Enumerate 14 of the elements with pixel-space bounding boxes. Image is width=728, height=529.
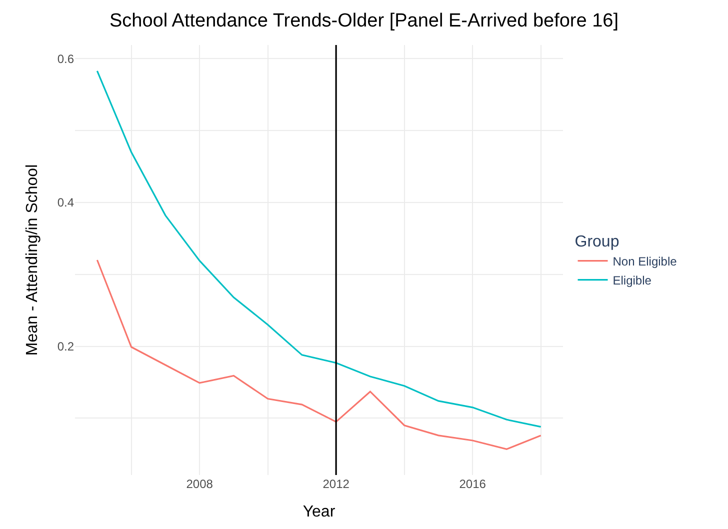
chart-title: School Attendance Trends-Older [Panel E-Arrived before 16]: [109, 10, 619, 32]
line-series: [96, 259, 542, 450]
x-tick-label: 2012: [322, 477, 350, 491]
line-series: [96, 70, 542, 428]
y-tick-label: 0.6: [57, 52, 74, 66]
y-tick-label: 0.4: [57, 196, 74, 210]
legend-label: Non Eligible: [612, 254, 678, 268]
y-tick-label: 0.2: [57, 339, 74, 354]
x-tick-label: 2016: [459, 477, 486, 491]
legend-title: Group: [574, 233, 620, 250]
y-axis-title: Mean - Attending/in School: [24, 164, 42, 356]
x-tick-label: 2008: [186, 477, 214, 491]
legend-label: Eligible: [612, 273, 652, 288]
x-axis-title: Year: [302, 504, 336, 521]
